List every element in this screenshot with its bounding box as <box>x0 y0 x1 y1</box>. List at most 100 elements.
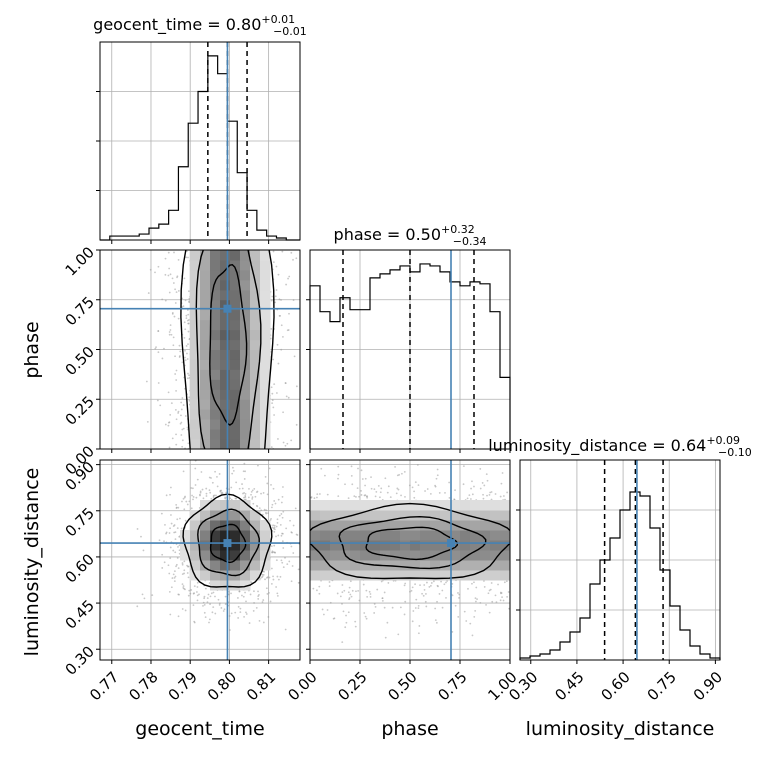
sample-point <box>483 580 485 582</box>
density-cell <box>260 389 271 400</box>
sample-point <box>462 465 465 467</box>
density-cell <box>220 399 231 410</box>
sample-point <box>280 299 282 301</box>
sample-point <box>238 487 241 490</box>
density-cell <box>240 289 251 301</box>
sample-point <box>251 497 254 500</box>
sample-point <box>424 490 426 492</box>
density-cell <box>230 250 241 261</box>
sample-point <box>258 507 261 509</box>
sample-point <box>499 495 502 498</box>
sample-point <box>176 557 179 559</box>
sample-point <box>244 496 247 499</box>
sample-point <box>180 414 182 417</box>
sample-point <box>271 399 274 402</box>
sample-point <box>272 524 274 527</box>
density-cell <box>240 399 251 410</box>
sample-point <box>223 608 226 611</box>
sample-point <box>175 503 178 506</box>
sample-point <box>337 477 339 480</box>
density-cell <box>440 520 451 531</box>
sample-point <box>451 631 454 633</box>
density-cell <box>260 419 271 430</box>
density-cell <box>200 359 211 370</box>
density-cell <box>260 309 271 321</box>
x-tick-label: 0.25 <box>334 668 370 704</box>
sample-point <box>188 399 191 402</box>
density-cell <box>250 399 261 410</box>
sample-point <box>262 621 265 624</box>
density-cell <box>220 510 231 521</box>
sample-point <box>187 442 190 445</box>
sample-point <box>170 486 172 489</box>
density-cell <box>250 419 261 430</box>
density-cell <box>240 570 251 581</box>
sample-point <box>266 482 269 485</box>
sample-point <box>465 620 468 622</box>
sample-point <box>172 549 175 552</box>
sample-point <box>238 590 241 593</box>
density-cell <box>340 510 351 521</box>
sample-point <box>479 601 482 604</box>
sample-point <box>277 273 280 276</box>
sample-point <box>274 551 276 554</box>
sample-point <box>183 277 186 280</box>
sample-point <box>404 600 407 603</box>
sample-point <box>469 498 472 500</box>
sample-point <box>291 565 294 567</box>
sample-point <box>280 324 283 327</box>
sample-point <box>398 473 401 476</box>
sample-point <box>253 602 255 604</box>
sample-point <box>245 600 247 603</box>
sample-point <box>428 586 431 588</box>
density-cell <box>240 250 251 261</box>
sample-point <box>446 580 449 582</box>
density-cell <box>250 530 261 541</box>
sample-point <box>282 411 284 414</box>
sample-point <box>458 597 460 599</box>
density-cell <box>400 550 411 561</box>
density-cell <box>200 379 211 390</box>
density-cell <box>470 500 481 511</box>
joint-panel-geocent_time-luminosity_distance <box>99 459 301 661</box>
sample-point <box>337 465 340 468</box>
sample-point <box>426 488 429 490</box>
density-cell <box>220 379 231 390</box>
density-cell <box>220 389 231 400</box>
sample-point <box>195 591 198 593</box>
sample-point <box>186 358 189 360</box>
sample-point <box>403 470 406 473</box>
sample-point <box>271 526 274 529</box>
density-cell <box>220 580 231 591</box>
sample-point <box>414 607 417 609</box>
sample-point <box>254 495 257 498</box>
sample-point <box>262 599 265 601</box>
density-cell <box>230 389 241 400</box>
sample-point <box>170 586 173 589</box>
sample-point <box>189 592 192 595</box>
density-cell <box>400 520 411 531</box>
sample-point <box>434 607 437 610</box>
density-cell <box>470 510 481 521</box>
sample-point <box>310 496 313 498</box>
sample-point <box>380 580 383 583</box>
sample-point <box>167 391 170 394</box>
density-cell <box>240 429 251 440</box>
sample-point <box>270 446 273 449</box>
density-cell <box>200 269 211 281</box>
sample-point <box>288 560 291 563</box>
sample-point <box>389 496 392 499</box>
density-cell <box>240 269 251 281</box>
sample-point <box>149 268 152 271</box>
density-cell <box>250 250 261 261</box>
sample-point <box>458 593 461 596</box>
sample-point <box>268 576 271 579</box>
density-cell <box>190 299 201 311</box>
sample-point <box>175 291 178 293</box>
density-cell <box>480 510 491 521</box>
density-cell <box>260 279 271 291</box>
sample-point <box>174 551 177 554</box>
density-cell <box>470 560 481 571</box>
sample-point <box>234 497 237 500</box>
density-cell <box>210 289 221 301</box>
